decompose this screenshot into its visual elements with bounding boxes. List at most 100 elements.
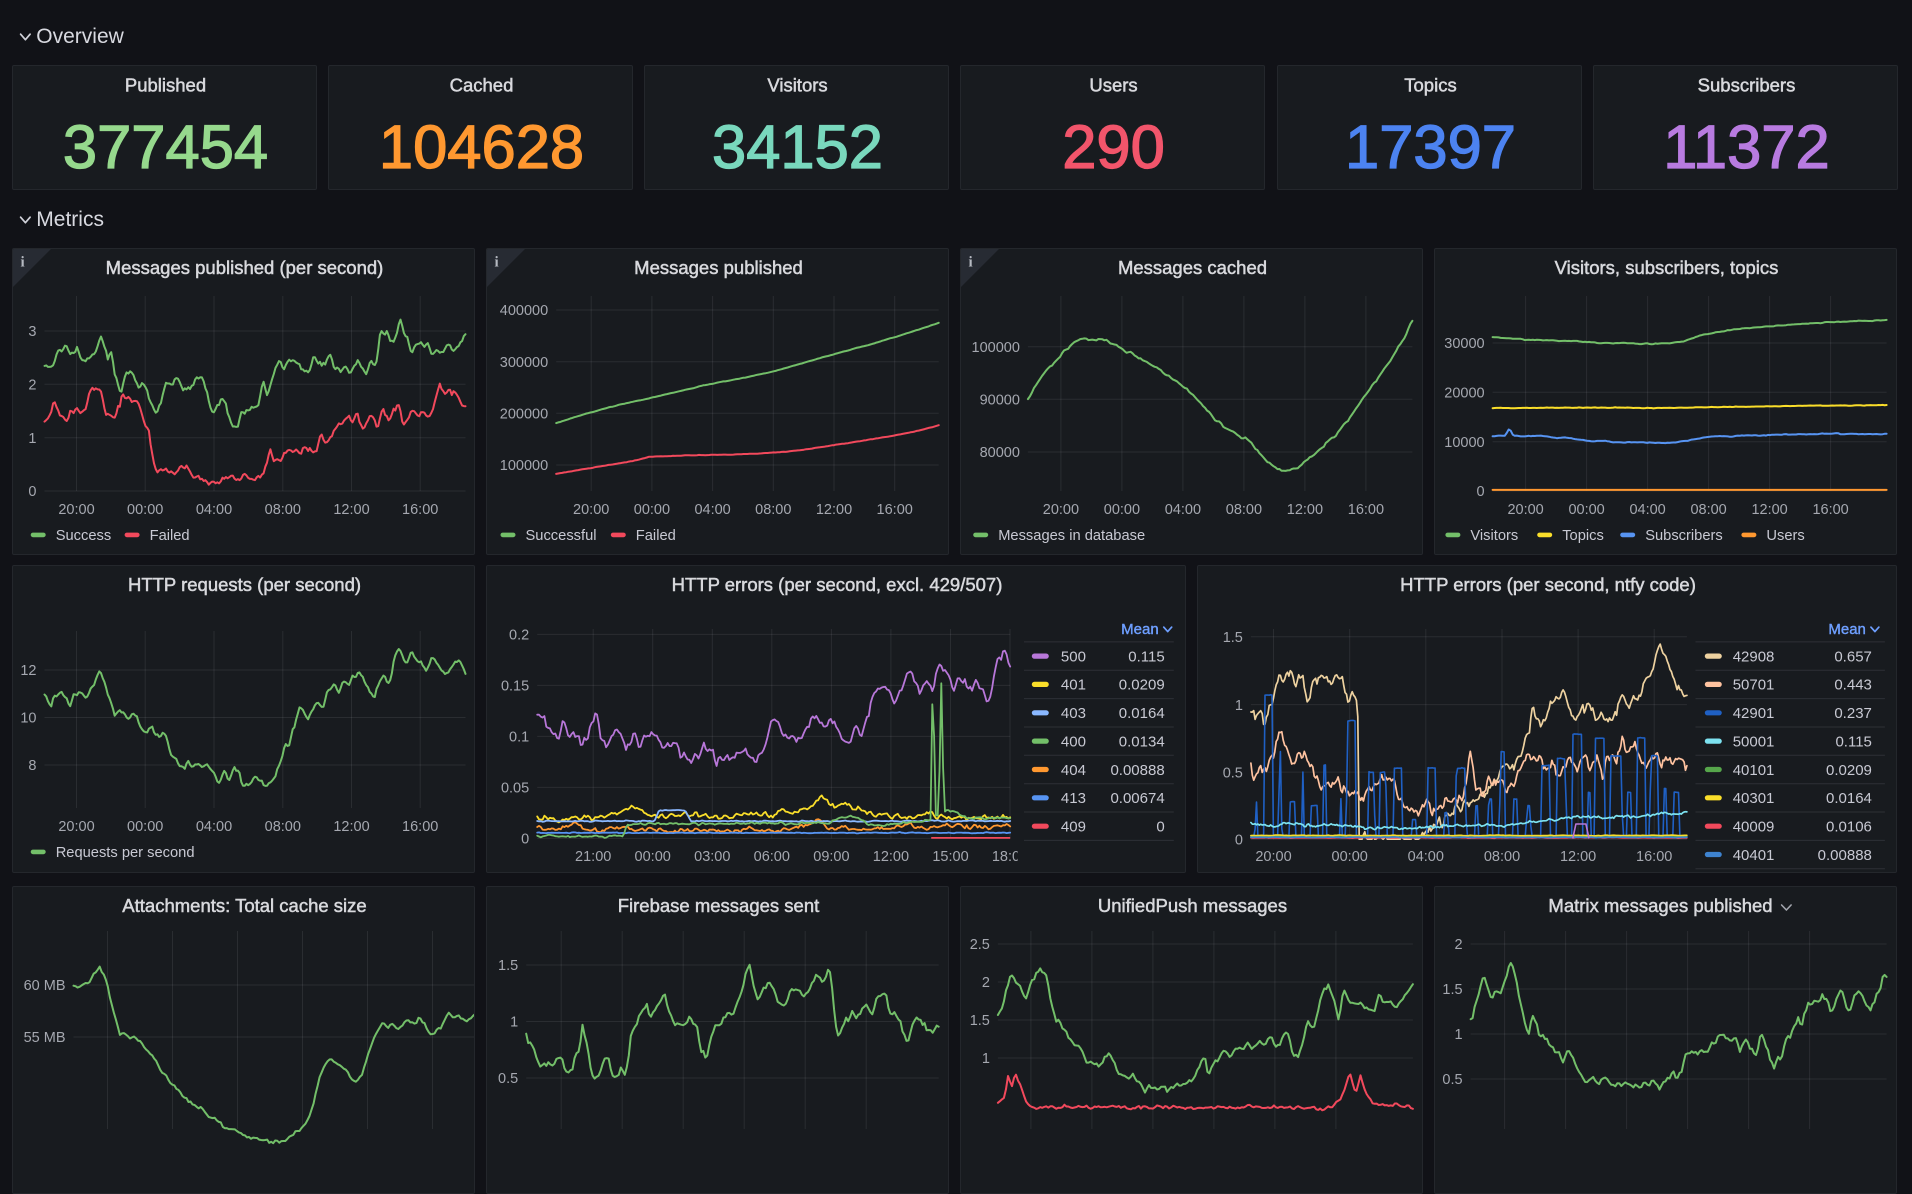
- svg-text:16:00: 16:00: [402, 819, 438, 835]
- svg-text:34152: 34152: [712, 112, 883, 181]
- svg-text:0.00674: 0.00674: [1110, 790, 1164, 807]
- svg-text:04:00: 04:00: [1408, 849, 1444, 865]
- svg-text:15:00: 15:00: [932, 849, 968, 865]
- svg-text:HTTP errors (per second, ntfy: HTTP errors (per second, ntfy code): [1400, 574, 1696, 595]
- svg-text:08:00: 08:00: [1226, 502, 1262, 518]
- svg-text:Failed: Failed: [149, 528, 189, 544]
- svg-text:409: 409: [1061, 819, 1086, 836]
- svg-text:0.00888: 0.00888: [1818, 847, 1872, 864]
- svg-text:1.5: 1.5: [1443, 982, 1463, 998]
- svg-text:08:00: 08:00: [1691, 502, 1727, 518]
- svg-text:30000: 30000: [1445, 336, 1485, 352]
- svg-text:Cached: Cached: [449, 74, 513, 95]
- svg-text:12:00: 12:00: [1287, 502, 1323, 518]
- svg-text:404: 404: [1061, 762, 1086, 779]
- svg-text:HTTP errors (per second, excl.: HTTP errors (per second, excl. 429/507): [671, 574, 1002, 595]
- svg-text:0.5: 0.5: [1223, 765, 1243, 781]
- svg-text:20:00: 20:00: [58, 502, 94, 518]
- svg-text:0: 0: [28, 484, 36, 500]
- svg-text:0.0164: 0.0164: [1119, 705, 1165, 722]
- svg-text:04:00: 04:00: [694, 502, 730, 518]
- svg-text:i: i: [494, 255, 498, 271]
- svg-text:377454: 377454: [62, 112, 267, 181]
- svg-text:3: 3: [28, 324, 36, 340]
- svg-text:Success: Success: [55, 528, 111, 544]
- svg-text:0.5: 0.5: [1443, 1072, 1463, 1088]
- svg-text:20:00: 20:00: [1043, 502, 1079, 518]
- svg-text:00:00: 00:00: [1569, 502, 1605, 518]
- svg-text:0.15: 0.15: [501, 679, 529, 695]
- svg-text:50701: 50701: [1733, 677, 1775, 694]
- svg-text:08:00: 08:00: [755, 502, 791, 518]
- svg-text:100000: 100000: [500, 458, 548, 474]
- svg-text:200000: 200000: [500, 407, 548, 423]
- svg-text:400000: 400000: [500, 303, 548, 319]
- svg-text:Messages cached: Messages cached: [1118, 257, 1267, 278]
- svg-text:Mean: Mean: [1828, 621, 1866, 638]
- svg-text:0.2: 0.2: [509, 628, 529, 644]
- svg-text:0.115: 0.115: [1128, 648, 1164, 665]
- svg-text:42901: 42901: [1733, 705, 1775, 722]
- svg-text:21:00: 21:00: [575, 849, 611, 865]
- svg-text:10000: 10000: [1445, 435, 1485, 451]
- svg-text:290: 290: [1063, 112, 1166, 181]
- svg-text:50001: 50001: [1733, 733, 1775, 750]
- svg-text:2: 2: [1455, 937, 1463, 953]
- svg-text:16:00: 16:00: [1636, 849, 1672, 865]
- svg-text:12:00: 12:00: [816, 502, 852, 518]
- svg-text:Requests per second: Requests per second: [55, 845, 194, 861]
- svg-text:40009: 40009: [1733, 819, 1775, 836]
- svg-text:i: i: [969, 255, 973, 271]
- svg-text:12:00: 12:00: [1560, 849, 1596, 865]
- svg-text:42908: 42908: [1733, 648, 1775, 665]
- svg-text:16:00: 16:00: [876, 502, 912, 518]
- svg-text:Topics: Topics: [1404, 74, 1456, 95]
- svg-text:1.5: 1.5: [498, 958, 518, 974]
- svg-text:04:00: 04:00: [195, 502, 231, 518]
- svg-text:18:00: 18:00: [992, 849, 1028, 865]
- svg-text:0: 0: [1156, 819, 1164, 836]
- svg-text:0.0209: 0.0209: [1119, 677, 1165, 694]
- svg-text:0.1: 0.1: [509, 730, 529, 746]
- svg-text:i: i: [20, 255, 24, 271]
- svg-text:12:00: 12:00: [333, 502, 369, 518]
- svg-text:Mean: Mean: [1121, 621, 1159, 638]
- svg-text:80000: 80000: [980, 445, 1020, 461]
- svg-text:00:00: 00:00: [634, 502, 670, 518]
- svg-text:00:00: 00:00: [127, 502, 163, 518]
- svg-text:0: 0: [1477, 484, 1485, 500]
- svg-text:1: 1: [28, 431, 36, 447]
- svg-text:1: 1: [1235, 698, 1243, 714]
- svg-text:0.0164: 0.0164: [1826, 790, 1872, 807]
- svg-text:0.0106: 0.0106: [1826, 819, 1872, 836]
- svg-text:Users: Users: [1767, 528, 1805, 544]
- svg-text:0.5: 0.5: [498, 1071, 518, 1087]
- svg-text:400: 400: [1061, 733, 1086, 750]
- svg-text:100000: 100000: [972, 340, 1020, 356]
- svg-text:04:00: 04:00: [1630, 502, 1666, 518]
- svg-text:60 MB: 60 MB: [23, 978, 65, 994]
- svg-text:1.5: 1.5: [970, 1013, 990, 1029]
- svg-text:500: 500: [1061, 648, 1086, 665]
- svg-text:1: 1: [510, 1015, 518, 1031]
- svg-text:8: 8: [28, 758, 36, 774]
- svg-text:00:00: 00:00: [127, 819, 163, 835]
- svg-text:300000: 300000: [500, 355, 548, 371]
- svg-text:2: 2: [28, 378, 36, 394]
- svg-text:0.657: 0.657: [1834, 648, 1872, 665]
- svg-text:00:00: 00:00: [1104, 502, 1140, 518]
- svg-text:40101: 40101: [1733, 762, 1775, 779]
- svg-text:Successful: Successful: [525, 528, 596, 544]
- svg-text:Visitors: Visitors: [1471, 528, 1519, 544]
- svg-text:20:00: 20:00: [58, 819, 94, 835]
- svg-text:40301: 40301: [1733, 790, 1775, 807]
- svg-text:20:00: 20:00: [573, 502, 609, 518]
- svg-text:1: 1: [1455, 1027, 1463, 1043]
- svg-text:413: 413: [1061, 790, 1086, 807]
- svg-text:20000: 20000: [1445, 386, 1485, 402]
- svg-text:03:00: 03:00: [694, 849, 730, 865]
- svg-text:16:00: 16:00: [1348, 502, 1384, 518]
- svg-text:Subscribers: Subscribers: [1646, 528, 1724, 544]
- svg-text:0: 0: [1235, 833, 1243, 849]
- svg-text:11372: 11372: [1663, 112, 1829, 181]
